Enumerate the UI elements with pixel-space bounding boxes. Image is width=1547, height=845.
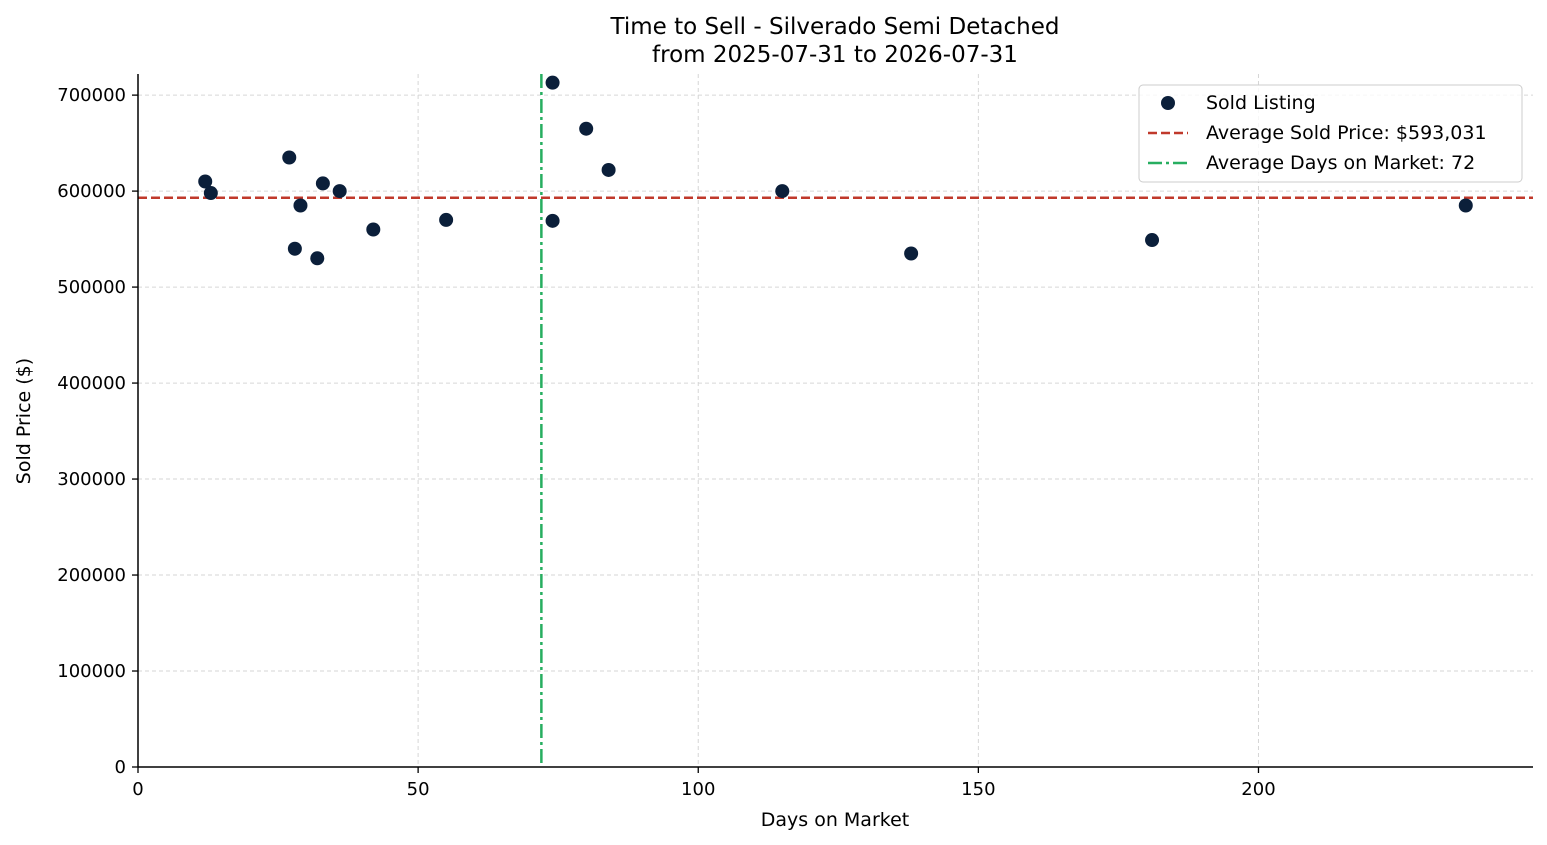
y-tick-label: 500000 [57, 277, 126, 298]
y-tick-label: 600000 [57, 181, 126, 202]
y-tick-label: 100000 [57, 661, 126, 682]
legend-box [1138, 84, 1523, 183]
sold-listing-point [439, 212, 454, 227]
legend-marker-sold-listing [1161, 96, 1175, 110]
y-axis-label: Sold Price ($) [13, 358, 35, 484]
sold-listing-point [1145, 233, 1160, 248]
sold-listing-point [332, 184, 347, 199]
sold-listing-point [366, 222, 381, 237]
data-points [198, 75, 1473, 266]
reference-lines [138, 74, 1533, 767]
sold-listing-point [579, 121, 594, 136]
sold-listing-point [282, 150, 297, 165]
sold-listing-point [315, 176, 330, 191]
chart-title: Time to Sell - Silverado Semi Detached [610, 14, 1060, 40]
sold-listing-point [1458, 198, 1473, 213]
y-tick-label: 300000 [57, 469, 126, 490]
sold-listing-point [545, 75, 560, 90]
tick-labels: 0 50 100 150 200 0 100000 200000 300000 400000 500… [57, 85, 1275, 800]
sold-listing-point [601, 162, 616, 177]
x-axis-label: Days on Market [761, 809, 909, 831]
legend: Sold Listing Average Sold Price: $593,03… [1138, 84, 1523, 183]
y-tick-label: 400000 [57, 373, 126, 394]
x-tick-label: 0 [132, 779, 143, 800]
y-tick-label: 700000 [57, 85, 126, 106]
chart-subtitle: from 2025-07-31 to 2026-07-31 [652, 42, 1018, 68]
sold-listing-point [904, 246, 919, 261]
legend-label-average-days: Average Days on Market: 72 [1206, 152, 1475, 174]
legend-label-average-price: Average Sold Price: $593,031 [1206, 122, 1487, 144]
sold-listing-point [545, 213, 560, 228]
legend-label-sold-listing: Sold Listing [1206, 92, 1316, 114]
sold-listing-point [310, 251, 325, 266]
y-tick-label: 0 [115, 757, 126, 778]
sold-listing-point [198, 174, 213, 189]
sold-listing-point [287, 241, 302, 256]
sold-listing-point [775, 184, 790, 199]
y-tick-label: 200000 [57, 565, 126, 586]
x-tick-label: 200 [1241, 779, 1275, 800]
axes [132, 74, 1533, 773]
x-tick-label: 100 [681, 779, 715, 800]
x-tick-label: 50 [407, 779, 430, 800]
sold-listing-point [293, 198, 308, 213]
sold-listing-point [203, 186, 218, 201]
x-tick-label: 150 [961, 779, 995, 800]
